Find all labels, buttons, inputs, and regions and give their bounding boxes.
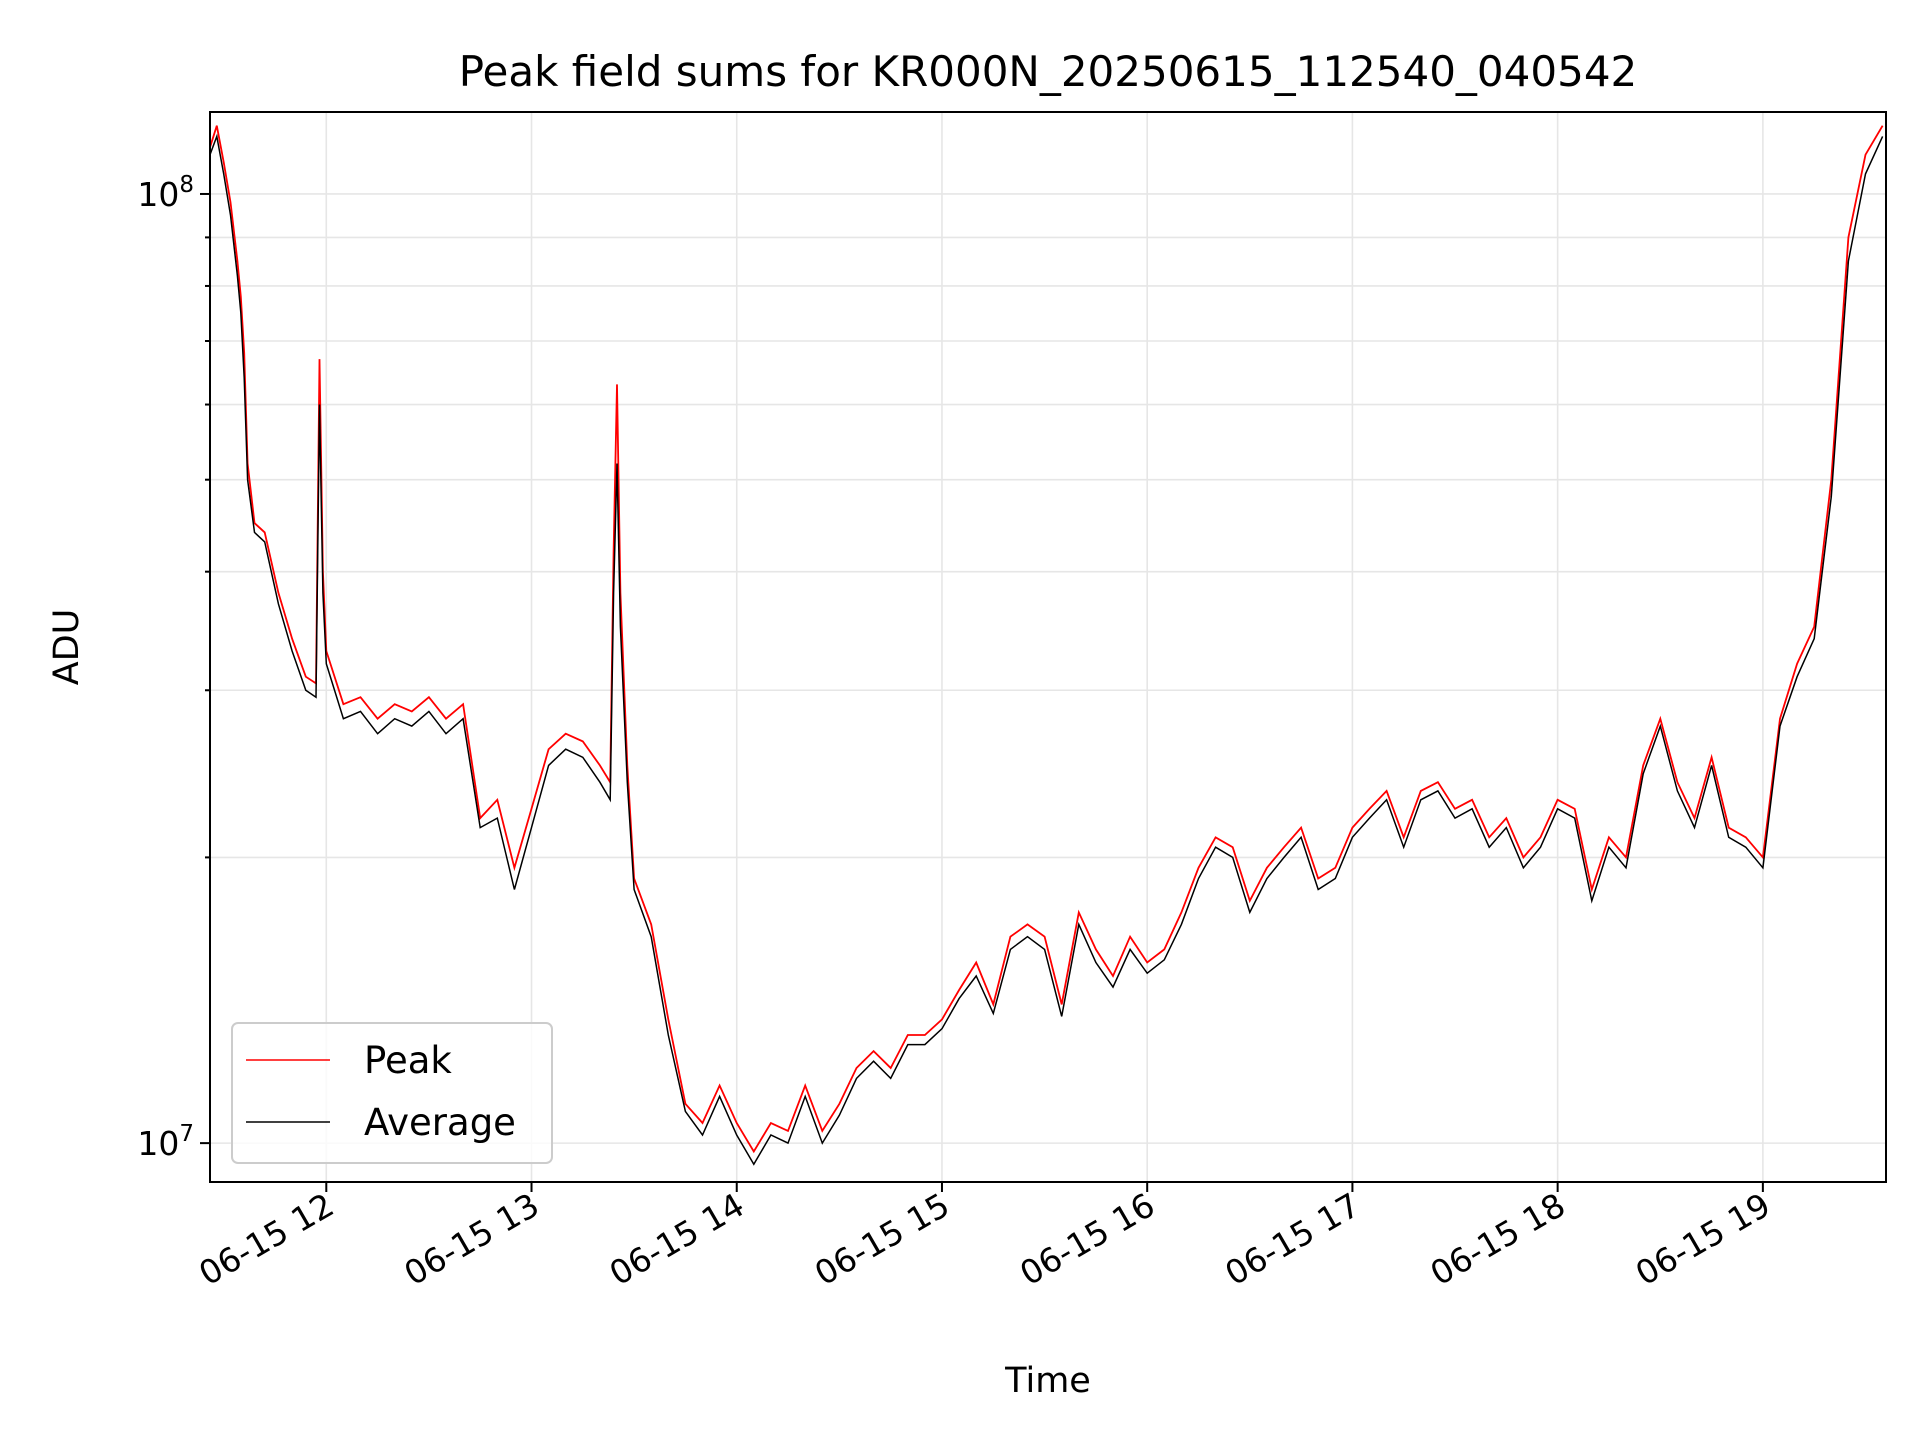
y-tick-label: 107 [137,1121,194,1163]
x-tick-label: 06-15 12 [192,1185,340,1293]
x-axis-label: Time [1004,1361,1091,1401]
plot-frame [209,111,1887,1183]
x-tick-label: 06-15 15 [808,1185,956,1293]
plot-area [210,125,1884,1166]
x-tick-label: 06-15 17 [1218,1185,1366,1293]
y-axis-label: ADU [47,609,87,686]
legend-label-peak: Peak [364,1039,452,1082]
y-tick-label: 108 [137,172,194,214]
x-tick-label: 06-15 13 [398,1185,546,1293]
x-tick-label: 06-15 14 [603,1185,751,1293]
legend-label-average: Average [364,1101,516,1144]
x-tick-label: 06-15 16 [1013,1185,1161,1293]
x-tick-label: 06-15 18 [1424,1185,1572,1293]
legend-box [231,1022,553,1164]
series-line-peak [210,125,1884,1154]
chart-title: Peak field sums for KR000N_20250615_1125… [459,47,1638,96]
legend: Peak Average [231,1022,553,1164]
series-line-average [210,133,1884,1166]
grid [210,112,1886,1182]
x-tick-label: 06-15 19 [1629,1185,1777,1293]
